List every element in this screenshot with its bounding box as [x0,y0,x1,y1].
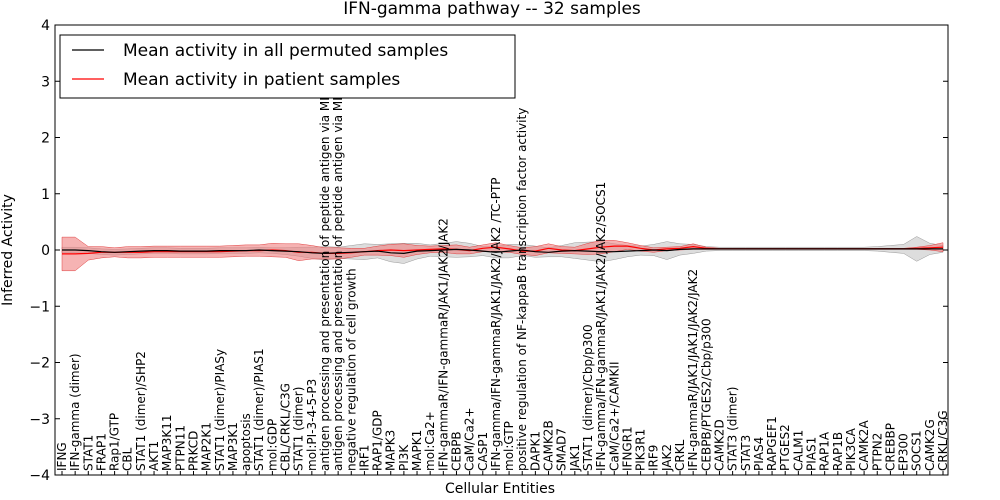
x-tick-label: STAT1 (dimer)/PIAS1 [252,348,266,471]
x-tick-label: PTGES2 [778,424,792,471]
x-tick-label: IRF1 [357,445,371,471]
y-tick-label: 3 [41,74,50,90]
x-tick-label: EP300 [897,433,911,471]
x-tick-label: PIAS1 [805,437,819,471]
x-tick-label: JAK2 [660,444,674,472]
x-tick-label: STAT3 [739,435,753,471]
x-tick-label: MAPK1 [410,430,424,471]
patient-band [61,236,944,272]
x-tick-label: SOCS1 [910,430,924,471]
x-tick-label: CALM1 [791,430,805,471]
x-tick-label: STAT1 (dimer)/SHP2 [134,351,148,471]
y-tick-label: −2 [29,356,50,372]
x-tick-label: STAT3 (dimer) [726,387,740,471]
x-tick-label: PRKCD [187,431,201,471]
x-tick-label: STAT1 (dimer) [292,387,306,471]
x-tick-label: mol:Ca2+ [423,411,437,471]
x-tick-label: CRKL [673,439,687,471]
x-tick-label: CEBPB/PTGES2/Cbp/p300 [699,318,713,471]
y-axis: −4 −3 −2 −1 0 1 2 3 4 [29,18,948,484]
x-tick-label: RAP1/GDP [371,410,385,471]
x-tick-label: CAMK2A [857,420,871,471]
x-tick-label: IFN-gamma/IFN-gammaR/JAK1/JAK2/JAK2 /TC-… [489,177,503,471]
x-tick-label: RAPGEF1 [765,416,779,471]
x-tick-label: CRKL/C3G [936,410,950,471]
x-tick-label: RAP1A [818,431,832,471]
x-tick-label: PIK3CA [844,427,858,471]
x-tick-label: mol:GDP [265,419,279,471]
x-axis-label: Cellular Entities [445,481,555,497]
x-tick-label: CAMK2D [713,419,727,471]
x-tick-label: MAP2K1 [200,422,214,471]
x-tick-label: positive regulation of NF-kappaB transcr… [515,108,529,471]
y-tick-label: 1 [41,187,50,203]
x-tick-label: CEBPB [450,431,464,471]
x-tick-label: apoptosis [239,413,253,471]
x-tick-label: AKT1 [147,441,161,471]
x-tick-label: IFN-gamma/IFN-gammaR/JAK1/JAK2/JAK2/SOCS… [594,182,608,471]
x-tick-label: DAPK1 [528,431,542,471]
x-tick-label: negative regulation of cell growth [344,268,358,471]
x-tick-label: CAMK2B [542,420,556,471]
x-tick-label: FRAP1 [94,433,108,471]
x-tick-label: mol:GTP [502,421,516,471]
y-tick-label: −3 [29,412,50,428]
x-tick-label: IFN-gammaR/JAK1/JAK1/JAK2/JAK2 [686,269,700,471]
permuted-series-line [62,248,943,255]
confidence-bands [61,236,944,272]
x-tick-label: IRF9 [647,445,661,471]
x-tick-label: CaM/Ca2+/CAMKII [607,362,621,471]
y-axis-label: Inferred Activity [0,194,16,306]
y-tick-label: 4 [41,18,50,34]
chart-title: IFN-gamma pathway -- 32 samples [343,0,641,19]
x-tick-label: MAP3K1 [226,422,240,471]
series-lines [62,245,944,255]
x-tick-label: CAMK2G [923,419,937,471]
x-tick-label: mol:PI-3-4-5-P3 [305,379,319,471]
x-tick-label: PIK3R1 [634,429,648,471]
x-tick-label: MAPK3 [384,430,398,471]
x-tick-label: CREBBP [883,423,897,471]
x-tick-label: STAT1 (dimer)/PIASy [213,349,227,471]
legend: Mean activity in all permuted samples Me… [59,34,516,99]
x-tick-label: CASP1 [476,432,490,471]
x-tick-label: IFN-gamma (dimer) [68,353,82,471]
y-tick-label: 2 [41,131,50,147]
x-tick-label: PTPN11 [173,425,187,471]
x-tick-label: JAK1 [568,444,582,472]
x-tick-label: STAT1 [81,435,95,471]
legend-label-patient: Mean activity in patient samples [123,70,400,90]
y-tick-label: −4 [29,468,50,484]
x-tick-label: IFNG [55,442,69,471]
x-tick-label: PTPN2 [870,433,884,471]
x-tick-label: IFNGR1 [620,426,634,471]
y-tick-label: 0 [41,243,50,259]
x-tick-label: MAP3K11 [160,414,174,471]
x-tick-label: PI3K [397,444,411,471]
x-tick-label: RAP1B [831,432,845,471]
x-tick-label: IFN-gammaR/IFN-gammaR/JAK1/JAK2/JAK2 [436,218,450,471]
y-tick-label: −1 [29,299,50,315]
x-tick-label: STAT1 (dimer)/Cbp/p300 [581,324,595,471]
legend-box [59,34,516,99]
x-tick-label: PIAS4 [752,437,766,471]
x-tick-label: Rap1/GTP [108,413,122,471]
x-tick-label: antigen processing and presentation of p… [331,39,345,471]
x-tick-label: antigen processing and presentation of p… [318,42,332,471]
x-tick-label: CBL [121,447,135,471]
legend-label-permuted: Mean activity in all permuted samples [123,41,448,61]
x-tick-label: SMAD7 [555,428,569,471]
x-tick-labels: IFNG IFN-gamma (dimer) STAT1 FRAP1 Rap1/GTP C… [55,39,950,475]
x-tick-label: CBL/CRKL/C3G [279,383,293,471]
x-tick-label: CaM/Ca2+ [463,407,477,471]
